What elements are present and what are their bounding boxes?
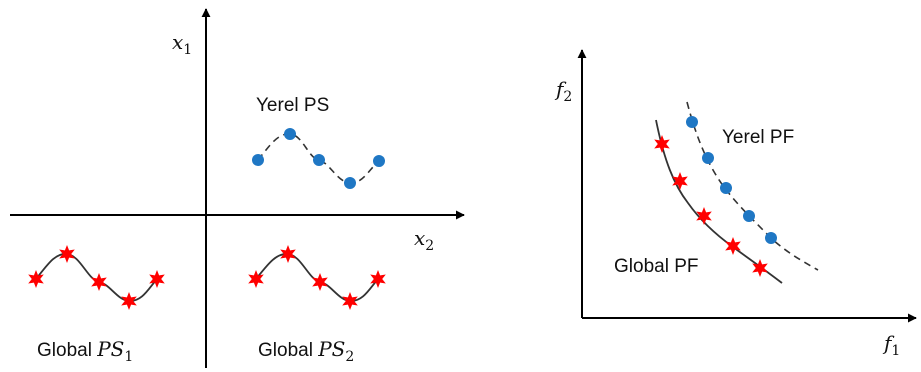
decision-space-panel: x1 x2 Yerel PS Global PS1 Globa	[10, 8, 465, 368]
global-ps-star	[248, 270, 264, 288]
global-ps-star	[91, 273, 107, 291]
local-pf-label: Yerel PF	[722, 127, 794, 148]
f1-axis-label: f1	[882, 331, 900, 359]
global-ps2-label: Global PS2	[258, 337, 354, 365]
global-ps2-points	[248, 245, 386, 310]
local-ps-label: Yerel PS	[256, 95, 329, 116]
global-pf-star	[696, 207, 712, 225]
global-pf-star	[672, 172, 688, 190]
local-ps-point	[373, 155, 385, 167]
f2-axis-label: f2	[554, 77, 572, 105]
local-ps-point	[344, 177, 356, 189]
global-ps-star	[312, 273, 328, 291]
local-pf-point	[720, 182, 732, 194]
global-pf-label: Global PF	[614, 256, 698, 277]
local-pf-point	[702, 152, 714, 164]
global-ps-star	[370, 270, 386, 288]
global-ps-star	[342, 292, 358, 310]
local-ps-point	[284, 128, 296, 140]
global-ps-star	[121, 292, 137, 310]
global-ps2-curve	[255, 253, 379, 302]
global-pf-star	[752, 259, 768, 277]
local-ps-curve	[257, 133, 380, 184]
global-ps1-label: Global PS1	[37, 337, 133, 365]
global-ps1-points	[28, 245, 165, 310]
global-pf-star	[654, 135, 670, 153]
global-ps-star	[28, 270, 44, 288]
global-ps-star	[280, 245, 296, 263]
global-ps-star	[149, 270, 165, 288]
x2-axis-label: x2	[414, 226, 434, 254]
local-ps-points	[252, 128, 385, 189]
global-pf-points	[654, 135, 768, 277]
global-ps1-curve	[35, 253, 158, 302]
global-ps-star	[59, 245, 75, 263]
x1-axis-label: x1	[172, 30, 192, 58]
local-pf-points	[686, 116, 777, 244]
local-pf-point	[743, 210, 755, 222]
global-pf-star	[725, 237, 741, 255]
local-ps-point	[252, 154, 264, 166]
local-pf-point	[765, 232, 777, 244]
local-pf-point	[686, 116, 698, 128]
objective-space-panel: f2 f1 Yerel PF Global PF	[554, 49, 917, 359]
local-ps-point	[313, 154, 325, 166]
